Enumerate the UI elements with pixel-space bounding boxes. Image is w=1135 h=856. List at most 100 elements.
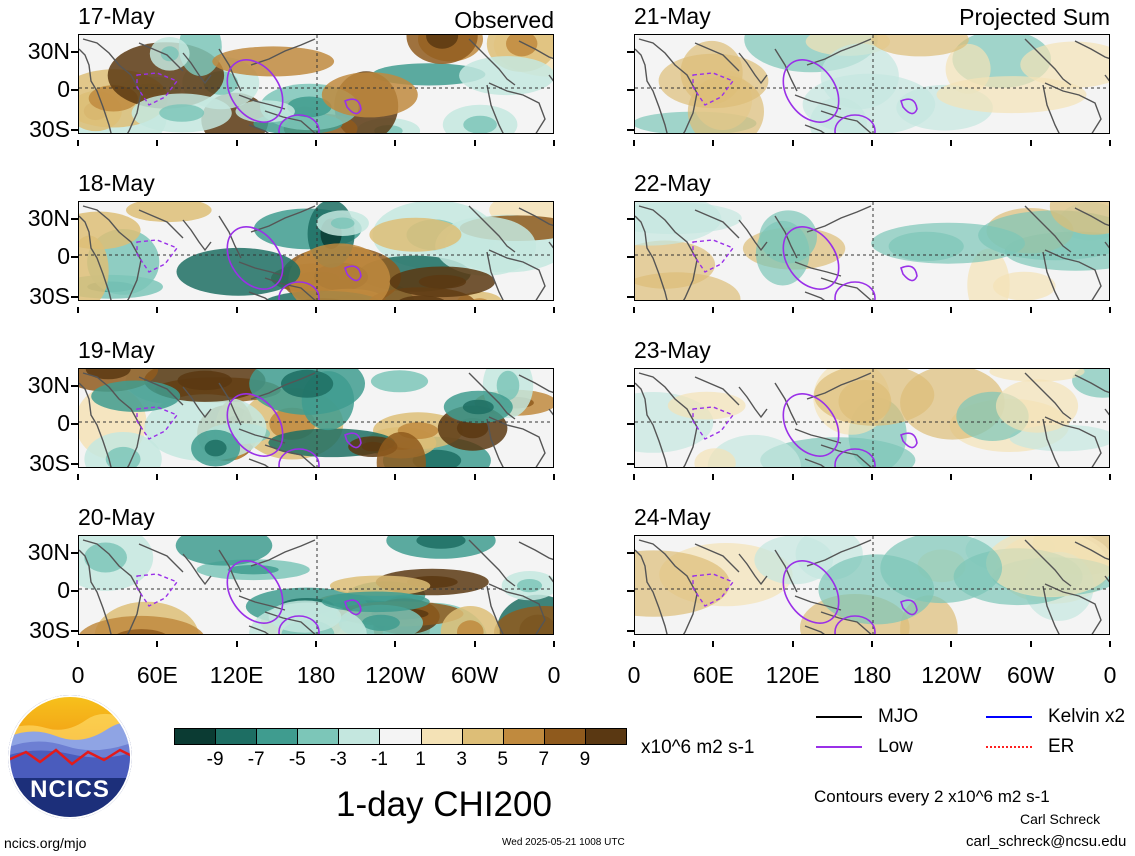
longitude-tick: [77, 307, 79, 313]
longitude-tick: [1029, 307, 1032, 313]
colorbar-swatch: [543, 728, 586, 745]
longitude-tick: [156, 641, 159, 647]
latitude-tick: [627, 552, 634, 554]
latitude-label: 0: [57, 577, 70, 603]
longitude-label: 0: [71, 662, 85, 688]
longitude-tick: [791, 140, 794, 146]
site-link[interactable]: ncics.org/mjo: [4, 835, 87, 851]
longitude-label: 120W: [921, 662, 982, 688]
longitude-tick: [712, 140, 715, 146]
latitude-tick: [627, 129, 634, 131]
latitude-tick: [627, 630, 634, 632]
colorbar-swatch: [420, 728, 463, 745]
longitude-tick: [871, 307, 873, 313]
observed-map-panel: [78, 34, 554, 134]
longitude-tick: [156, 474, 159, 480]
contour-note: Contours every 2 x10^6 m2 s-1: [814, 787, 1050, 806]
longitude-tick: [791, 474, 794, 480]
colorbar-tick-label: 5: [497, 749, 509, 770]
legend-label: Low: [878, 736, 913, 757]
colorbar-tick-label: -9: [206, 749, 224, 770]
latitude-label: 30N: [27, 372, 70, 398]
longitude-tick: [871, 474, 873, 480]
longitude-tick: [553, 641, 555, 647]
latitude-tick: [71, 218, 78, 220]
colorbar-swatch: [502, 728, 545, 745]
observed-tag: Observed: [454, 7, 554, 33]
latitude-tick: [627, 89, 634, 91]
legend-line-low: [816, 746, 862, 748]
latitude-tick: [627, 218, 634, 220]
longitude-tick: [77, 641, 79, 647]
longitude-tick: [235, 307, 238, 313]
longitude-tick: [473, 140, 476, 146]
longitude-tick: [235, 474, 238, 480]
latitude-tick: [71, 552, 78, 554]
colorbar-swatch: [256, 728, 299, 745]
latitude-label: 30S: [29, 116, 70, 142]
latitude-tick: [71, 256, 78, 258]
observed-map-panel: [78, 368, 554, 468]
projected-map-panel: [634, 535, 1110, 635]
legend-line-kelvin-x2: [986, 716, 1032, 718]
ncics-logo: NCICS: [6, 690, 134, 824]
latitude-tick: [71, 51, 78, 53]
longitude-label: 180: [852, 662, 892, 688]
longitude-tick: [633, 140, 635, 146]
longitude-tick: [1029, 641, 1032, 647]
legend-label: MJO: [878, 706, 919, 727]
email-link[interactable]: carl_schreck@ncsu.edu: [966, 833, 1127, 850]
longitude-label: 60W: [1007, 662, 1055, 688]
latitude-label: 0: [57, 243, 70, 269]
longitude-tick: [1029, 140, 1032, 146]
longitude-tick: [235, 140, 238, 146]
longitude-label: 180: [296, 662, 336, 688]
longitude-tick: [394, 307, 397, 313]
page-title: 1-day CHI200: [336, 785, 552, 824]
longitude-tick: [553, 307, 555, 313]
colorbar-swatch: [338, 728, 381, 745]
longitude-tick: [394, 140, 397, 146]
latitude-tick: [627, 423, 634, 425]
colorbar-swatch: [379, 728, 422, 745]
latitude-label: 30S: [29, 617, 70, 643]
latitude-tick: [71, 423, 78, 425]
longitude-tick: [156, 140, 159, 146]
longitude-tick: [77, 140, 79, 146]
longitude-tick: [712, 641, 715, 647]
longitude-tick: [553, 140, 555, 146]
longitude-tick: [553, 474, 555, 480]
panel-date-label: 24-May: [634, 504, 711, 530]
latitude-label: 0: [57, 410, 70, 436]
panel-date-label: 23-May: [634, 337, 711, 363]
longitude-tick: [950, 140, 953, 146]
longitude-tick: [1109, 641, 1111, 647]
panel-date-label: 19-May: [78, 337, 155, 363]
latitude-label: 30S: [29, 450, 70, 476]
longitude-tick: [633, 641, 635, 647]
latitude-label: 30S: [29, 283, 70, 309]
longitude-tick: [315, 641, 317, 647]
colorbar-swatch: [174, 728, 217, 745]
colorbar-tick-label: 9: [579, 749, 591, 770]
colorbar-tick-label: -3: [329, 749, 347, 770]
logo-text: NCICS: [30, 776, 110, 803]
latitude-tick: [627, 51, 634, 53]
longitude-label: 60E: [136, 662, 178, 688]
longitude-label: 120E: [209, 662, 264, 688]
projected-map-panel: [634, 201, 1110, 301]
latitude-tick: [71, 630, 78, 632]
latitude-tick: [627, 256, 634, 258]
longitude-tick: [1029, 474, 1032, 480]
longitude-tick: [315, 474, 317, 480]
longitude-tick: [315, 140, 317, 146]
longitude-tick: [473, 474, 476, 480]
longitude-tick: [77, 474, 79, 480]
longitude-tick: [473, 307, 476, 313]
observed-map-panel: [78, 535, 554, 635]
colorbar-tick-label: -1: [371, 749, 388, 770]
timestamp: Wed 2025-05-21 1008 UTC: [502, 837, 625, 848]
longitude-tick: [712, 474, 715, 480]
colorbar-swatch: [215, 728, 258, 745]
longitude-tick: [950, 474, 953, 480]
